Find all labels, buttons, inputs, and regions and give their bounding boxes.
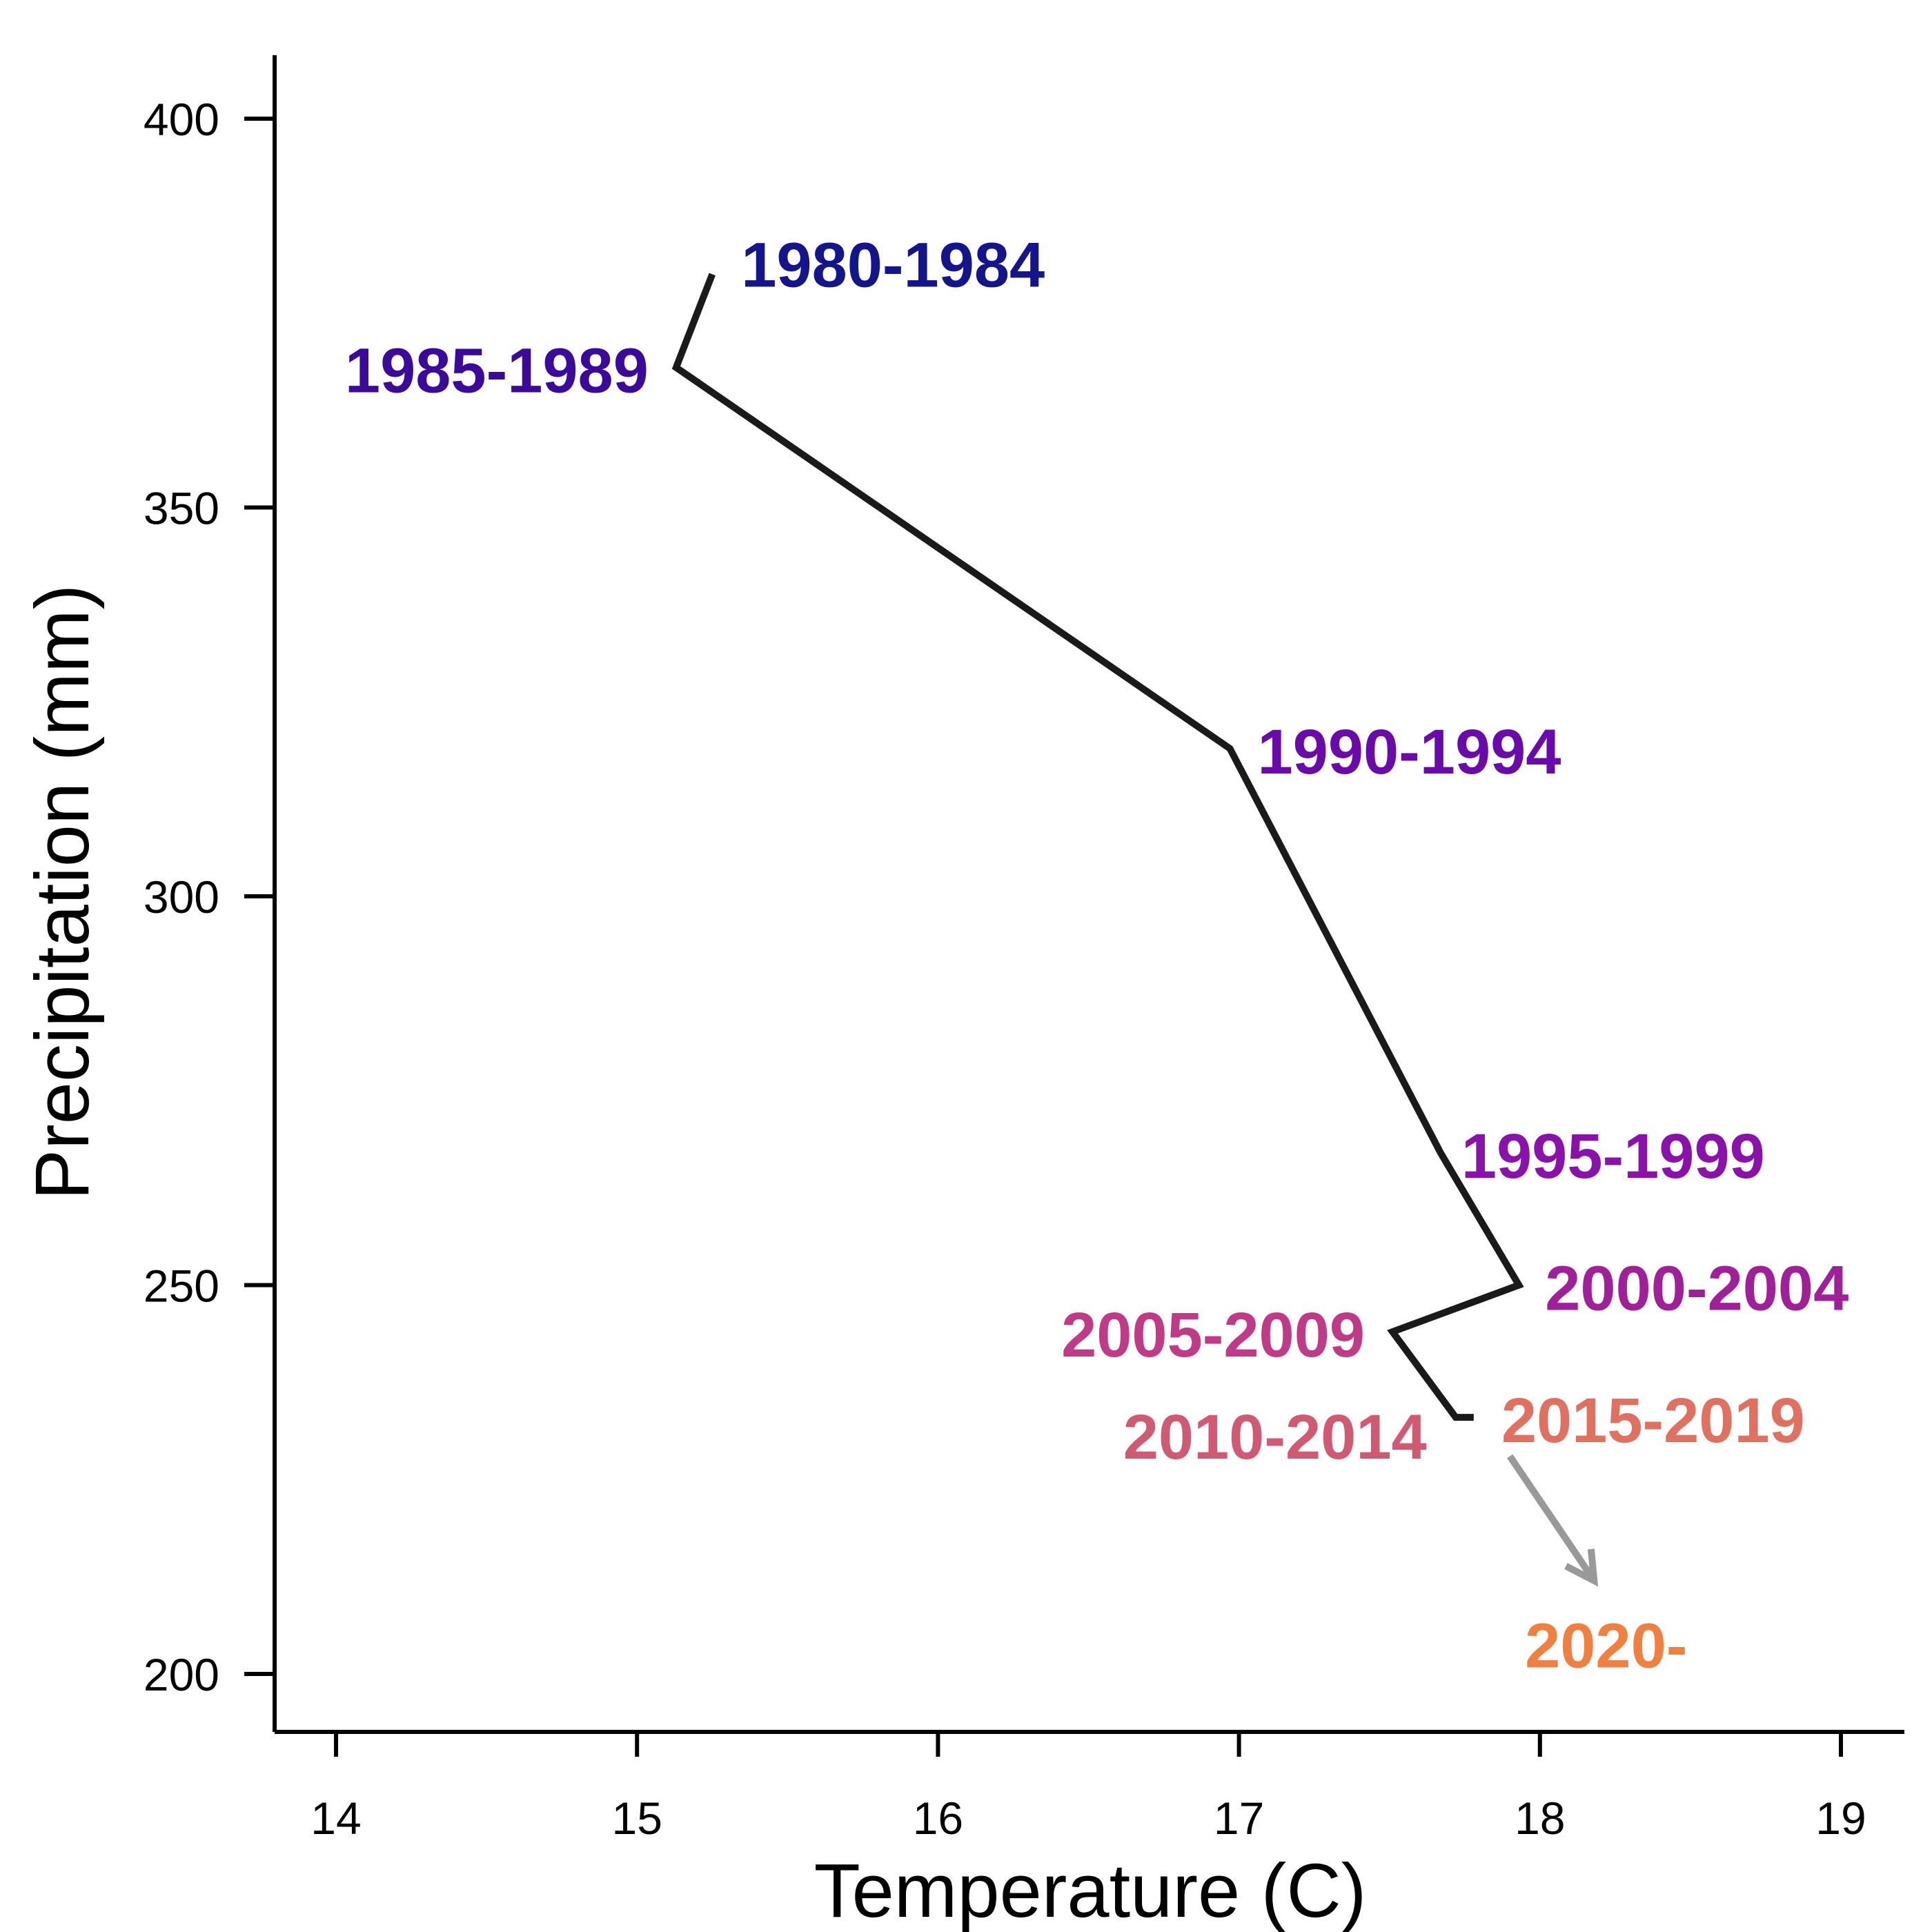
period-label: 1995-1999 bbox=[1461, 1121, 1765, 1192]
projection-arrow-head bbox=[1564, 1548, 1599, 1587]
projection-arrow bbox=[1507, 1454, 1599, 1587]
period-labels: 1980-1984 1985-1989 1990-1994 1995-1999 2000… bbox=[345, 230, 1849, 1681]
x-ticks: 14 15 16 17 18 19 bbox=[310, 1732, 1866, 1844]
projection-label: 2020- bbox=[1525, 1611, 1687, 1682]
y-tick-label: 250 bbox=[144, 1261, 219, 1312]
period-label: 1985-1989 bbox=[345, 336, 649, 406]
y-axis-title: Precipitation (mm) bbox=[20, 584, 105, 1200]
x-tick-label: 15 bbox=[611, 1793, 662, 1844]
x-tick-label: 16 bbox=[913, 1793, 963, 1844]
x-tick-label: 18 bbox=[1515, 1793, 1565, 1844]
x-axis-title: Temperature (C) bbox=[814, 1849, 1367, 1932]
x-tick-label: 19 bbox=[1815, 1793, 1866, 1844]
projection-arrow-shaft bbox=[1507, 1454, 1597, 1583]
period-label: 1990-1994 bbox=[1258, 717, 1561, 787]
period-label: 2015-2019 bbox=[1501, 1386, 1805, 1456]
series-line bbox=[671, 273, 1524, 1421]
axes bbox=[273, 55, 1904, 1734]
period-label: 2010-2014 bbox=[1123, 1402, 1427, 1472]
y-tick-label: 200 bbox=[144, 1649, 219, 1700]
y-ticks: 200 250 300 350 400 bbox=[144, 94, 275, 1700]
x-tick-label: 17 bbox=[1214, 1793, 1264, 1844]
period-label: 1980-1984 bbox=[741, 230, 1045, 300]
period-label: 2000-2004 bbox=[1545, 1254, 1849, 1324]
y-tick-label: 350 bbox=[144, 483, 219, 534]
y-tick-label: 300 bbox=[144, 871, 219, 923]
x-tick-label: 14 bbox=[310, 1793, 361, 1844]
period-label: 2005-2009 bbox=[1061, 1300, 1365, 1370]
y-tick-label: 400 bbox=[144, 94, 219, 145]
